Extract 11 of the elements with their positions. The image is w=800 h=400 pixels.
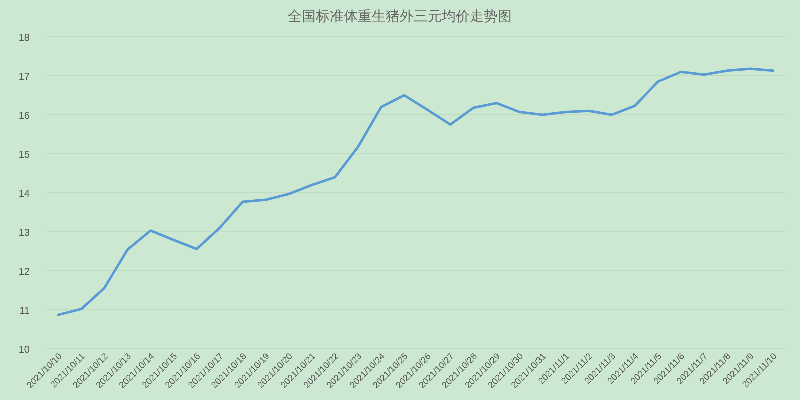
y-tick-label: 12 bbox=[18, 267, 30, 278]
y-tick-label: 16 bbox=[18, 111, 30, 122]
y-tick-label: 17 bbox=[18, 72, 30, 83]
y-tick-label: 11 bbox=[20, 306, 30, 317]
chart-title: 全国标准体重生猪外三元均价走势图 bbox=[288, 8, 512, 24]
y-tick-label: 18 bbox=[18, 33, 30, 44]
y-tick-label: 13 bbox=[18, 228, 30, 239]
y-tick-label: 15 bbox=[18, 150, 30, 161]
line-series bbox=[57, 68, 775, 316]
y-tick-label: 14 bbox=[18, 189, 30, 200]
y-tick-label: 10 bbox=[18, 345, 30, 356]
